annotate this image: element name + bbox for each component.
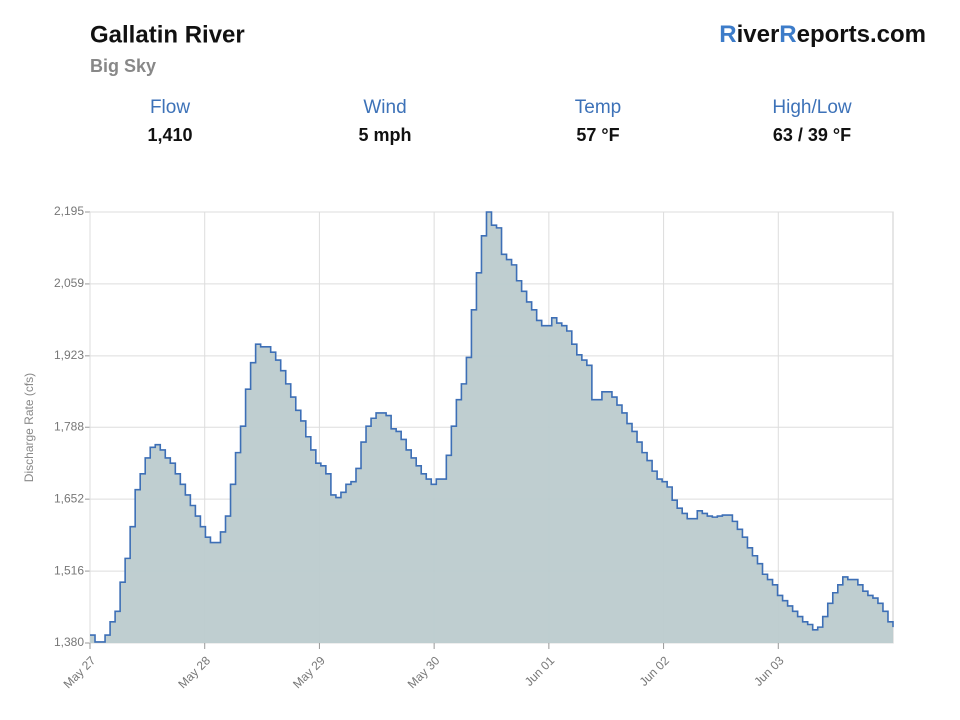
location: Big Sky — [90, 56, 156, 76]
flow-area — [90, 212, 893, 643]
stat-value: 63 / 39 °F — [773, 125, 851, 145]
brand-part: iver — [737, 21, 780, 48]
y-tick-label: 1,380 — [54, 635, 84, 649]
y-tick-label: 1,516 — [54, 563, 84, 577]
y-axis-label: Discharge Rate (cfs) — [22, 373, 36, 482]
y-tick-label: 2,059 — [54, 276, 84, 290]
x-tick-label: Jun 01 — [522, 653, 558, 689]
y-tick-label: 1,788 — [54, 419, 84, 433]
y-tick-label: 1,923 — [54, 348, 84, 362]
x-tick-label: May 29 — [290, 653, 328, 691]
x-tick-label: May 30 — [405, 653, 443, 691]
stat-label: High/Low — [772, 97, 851, 118]
stat-label: Flow — [150, 97, 190, 118]
x-tick-label: May 27 — [61, 653, 99, 691]
stat-value: 1,410 — [147, 125, 192, 145]
stat-value: 57 °F — [576, 125, 619, 145]
brand: RiverReports.com — [719, 21, 926, 48]
y-tick-label: 2,195 — [54, 204, 84, 218]
river-title: Gallatin River — [90, 21, 245, 48]
stat-value: 5 mph — [358, 125, 411, 145]
y-tick-label: 1,652 — [54, 491, 84, 505]
x-tick-label: May 28 — [175, 653, 213, 691]
stat-label: Wind — [363, 97, 406, 118]
x-tick-label: Jun 02 — [637, 653, 673, 689]
stat-label: Temp — [575, 97, 621, 118]
brand-part: eports.com — [797, 21, 926, 48]
x-tick-label: Jun 03 — [751, 653, 787, 689]
flow-line — [90, 211, 894, 643]
brand-part: R — [779, 21, 796, 48]
brand-part: R — [719, 21, 736, 48]
